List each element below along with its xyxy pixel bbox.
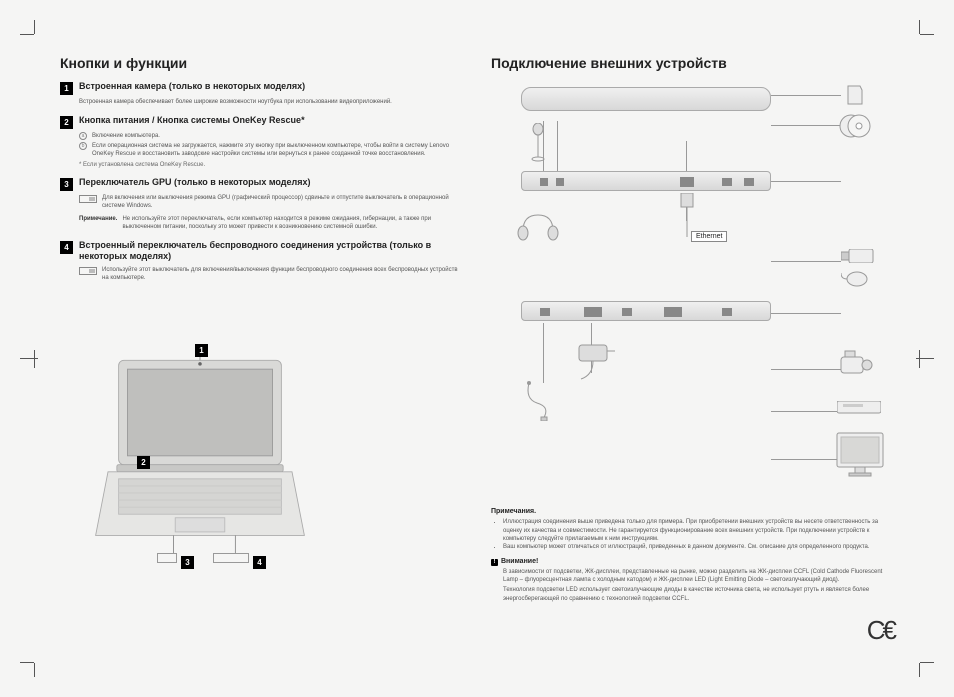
note-item: Иллюстрация соединения выше приведена то… bbox=[503, 518, 894, 542]
numbered-marker: 1 bbox=[60, 82, 73, 95]
numbered-marker: 2 bbox=[60, 116, 73, 129]
feature-sub: Если операционная система не загружается… bbox=[92, 142, 463, 158]
crop-mark bbox=[20, 655, 42, 677]
switch-icon bbox=[79, 267, 97, 275]
feature-body: a Включение компьютера. b Если операционна… bbox=[79, 132, 463, 158]
callout-marker: 3 bbox=[181, 556, 194, 569]
warning-body: Технология подсветки LED использует свет… bbox=[503, 586, 894, 602]
switch-icon bbox=[79, 195, 97, 203]
note-label: Примечание. bbox=[79, 215, 117, 231]
mouse-icon bbox=[841, 269, 869, 289]
laptop-top-view bbox=[521, 87, 771, 111]
callout-marker: 2 bbox=[137, 456, 150, 469]
switch-icon bbox=[157, 553, 177, 563]
feature-title: Переключатель GPU (только в некоторых мо… bbox=[79, 177, 310, 189]
footnote: * Если установлена система OneKey Rescue… bbox=[79, 162, 463, 168]
numbered-marker: 4 bbox=[60, 241, 73, 254]
crop-mark bbox=[20, 348, 42, 370]
warning-body: В зависимости от подсветки, ЖК-дисплеи, … bbox=[503, 568, 894, 584]
callout-marker: 1 bbox=[195, 344, 208, 357]
monitor-icon bbox=[833, 431, 887, 479]
ethernet-label: Ethernet bbox=[691, 231, 727, 242]
feature-title: Кнопка питания / Кнопка системы OneKey R… bbox=[79, 115, 305, 127]
laptop-illustration: 1 2 3 4 bbox=[85, 355, 315, 563]
bullet-icon: b bbox=[79, 142, 87, 150]
crop-mark bbox=[912, 655, 934, 677]
feature-sub: Включение компьютера. bbox=[92, 132, 160, 140]
page: Кнопки и функции 1 Встроенная камера (то… bbox=[60, 55, 894, 642]
crop-mark bbox=[912, 348, 934, 370]
feature-title: Встроенная камера (только в некоторых мо… bbox=[79, 81, 305, 93]
numbered-marker: 3 bbox=[60, 178, 73, 191]
feature-note: Не используйте этот переключатель, если … bbox=[122, 215, 463, 231]
left-heading: Кнопки и функции bbox=[60, 55, 463, 71]
feature-item: 2 Кнопка питания / Кнопка системы OneKey… bbox=[60, 115, 463, 168]
laptop-side-view bbox=[521, 301, 771, 321]
right-column: Подключение внешних устройств bbox=[491, 55, 894, 642]
feature-item: 4 Встроенный переключатель беспроводного… bbox=[60, 240, 463, 283]
warning-icon: ! bbox=[491, 559, 498, 566]
warning-header: !Внимание! bbox=[491, 557, 894, 566]
feature-body: Для включения или выключения режима GPU … bbox=[79, 194, 463, 230]
crop-mark bbox=[20, 20, 42, 42]
cable-icon bbox=[523, 381, 559, 421]
right-heading: Подключение внешних устройств bbox=[491, 55, 894, 71]
left-column: Кнопки и функции 1 Встроенная камера (то… bbox=[60, 55, 463, 642]
ce-mark-icon: C€ bbox=[867, 615, 894, 646]
dvd-player-icon bbox=[837, 401, 881, 415]
laptop-side-view bbox=[521, 171, 771, 191]
feature-sub: Используйте этот выключатель для включен… bbox=[102, 266, 463, 282]
headphones-icon bbox=[515, 211, 561, 247]
notes-header: Примечания. bbox=[491, 507, 894, 516]
usb-stick-icon bbox=[841, 249, 875, 263]
microphone-icon bbox=[529, 123, 547, 163]
feature-item: 3 Переключатель GPU (только в некоторых … bbox=[60, 177, 463, 230]
feature-body: Используйте этот выключатель для включен… bbox=[79, 266, 463, 282]
switch-icon bbox=[213, 553, 249, 563]
feature-item: 1 Встроенная камера (только в некоторых … bbox=[60, 81, 463, 106]
disc-icon bbox=[839, 113, 871, 139]
power-adapter-icon bbox=[569, 339, 619, 389]
feature-sub: Для включения или выключения режима GPU … bbox=[102, 194, 463, 210]
feature-title: Встроенный переключатель беспроводного с… bbox=[79, 240, 463, 263]
callout-marker: 4 bbox=[253, 556, 266, 569]
crop-mark bbox=[912, 20, 934, 42]
sd-card-icon bbox=[846, 84, 864, 106]
camcorder-icon bbox=[837, 349, 877, 379]
feature-body: Встроенная камера обеспечивает более шир… bbox=[79, 98, 463, 106]
notes-block: Примечания. Иллюстрация соединения выше … bbox=[491, 507, 894, 603]
note-item: Ваш компьютер может отличаться от иллюст… bbox=[503, 543, 894, 551]
warning-header-text: Внимание! bbox=[501, 558, 538, 565]
bullet-icon: a bbox=[79, 132, 87, 140]
connection-diagram: Ethernet bbox=[491, 81, 894, 501]
